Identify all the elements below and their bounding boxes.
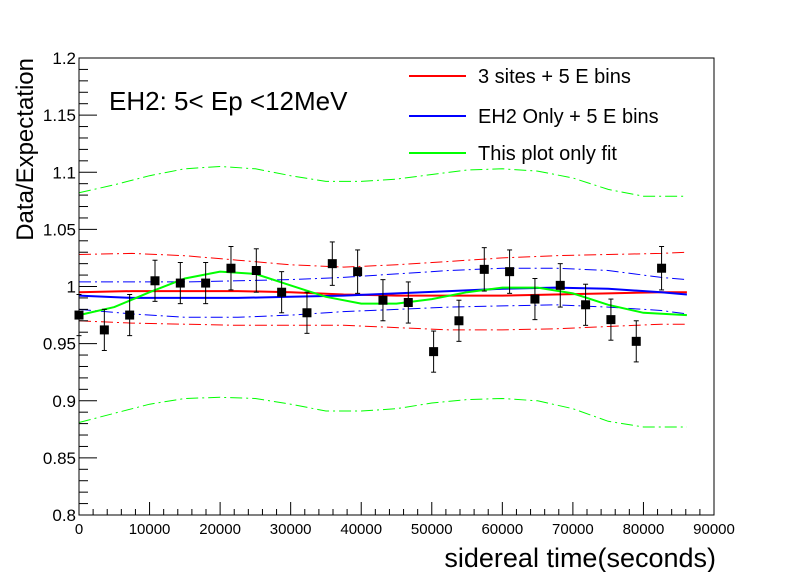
- data-point-17: [505, 249, 515, 294]
- marker: [175, 278, 185, 288]
- data-point-4: [175, 262, 185, 305]
- chart-title: EH2: 5< Ep <12MeV: [109, 86, 348, 116]
- series-line-1: [78, 286, 687, 299]
- legend: 3 sites + 5 E bins EH2 Only + 5 E bins Thi…: [409, 66, 659, 165]
- data-points: [74, 241, 667, 373]
- band-0-lower: [78, 320, 687, 331]
- marker: [581, 300, 591, 310]
- marker: [530, 294, 540, 304]
- x-tick-label: 60000: [481, 521, 523, 538]
- x-tick-label: 30000: [270, 521, 312, 538]
- data-point-18: [530, 278, 540, 321]
- marker: [631, 336, 641, 346]
- data-point-19: [555, 263, 565, 308]
- marker: [302, 308, 312, 318]
- data-point-23: [657, 246, 667, 291]
- x-tick-label: 0: [75, 521, 83, 538]
- x-axis-label: sidereal time(seconds): [444, 543, 716, 572]
- marker: [479, 264, 489, 274]
- data-point-16: [479, 247, 489, 292]
- x-tick-label: 20000: [199, 521, 241, 538]
- band-2-upper: [78, 165, 687, 197]
- y-tick-label: 0.9: [52, 392, 76, 411]
- marker: [125, 310, 135, 320]
- y-axis-label: Data/Expectation: [12, 58, 39, 241]
- band-2-lower: [78, 396, 687, 428]
- marker: [201, 278, 211, 288]
- data-point-5: [201, 262, 211, 305]
- marker: [657, 263, 667, 273]
- data-point-22: [631, 320, 641, 363]
- data-point-1: [99, 308, 109, 351]
- band-1-lower: [78, 304, 687, 318]
- data-point-9: [302, 291, 312, 334]
- marker: [226, 263, 236, 273]
- y-tick-label: 1.1: [52, 163, 76, 182]
- y-tick-label: 1.15: [43, 106, 76, 125]
- marker: [555, 280, 565, 290]
- marker: [150, 276, 160, 286]
- axes: 0 10000 20000 30000 40000 50000 60000 70000 8000…: [43, 49, 735, 538]
- x-tick-label: 50000: [411, 521, 453, 538]
- data-point-8: [277, 271, 287, 314]
- y-tick-label: 1.05: [43, 220, 76, 239]
- data-point-12: [378, 279, 388, 322]
- y-tick-label: 0.8: [52, 506, 76, 525]
- data-point-6: [226, 246, 236, 291]
- marker: [378, 295, 388, 305]
- marker: [327, 259, 337, 269]
- legend-label: This plot only fit: [478, 143, 617, 165]
- data-point-15: [454, 299, 464, 342]
- data-point-14: [429, 330, 439, 373]
- x-tick-label: 70000: [552, 521, 594, 538]
- data-point-20: [581, 283, 591, 326]
- y-tick-label: 1.2: [52, 49, 76, 68]
- legend-entry-1: EH2 Only + 5 E bins: [409, 106, 659, 128]
- marker: [403, 297, 413, 307]
- legend-entry-2: This plot only fit: [409, 143, 617, 165]
- data-point-2: [125, 293, 135, 337]
- legend-label: EH2 Only + 5 E bins: [478, 106, 659, 128]
- y-tick-label: 1: [67, 278, 76, 297]
- legend-label: 3 sites + 5 E bins: [478, 66, 631, 88]
- data-point-3: [150, 259, 160, 302]
- data-point-13: [403, 281, 413, 324]
- y-tick-label: 0.95: [43, 335, 76, 354]
- marker: [251, 266, 261, 276]
- marker: [429, 347, 439, 357]
- marker: [606, 315, 616, 325]
- x-tick-label: 80000: [623, 521, 665, 538]
- band-0-upper: [78, 251, 687, 268]
- data-point-10: [327, 241, 337, 286]
- marker: [353, 267, 363, 277]
- series-line-0: [78, 290, 687, 297]
- marker: [277, 287, 287, 297]
- data-point-11: [353, 249, 363, 294]
- y-tick-label: 0.85: [43, 449, 76, 468]
- legend-entry-0: 3 sites + 5 E bins: [409, 66, 631, 88]
- data-point-21: [606, 298, 616, 341]
- marker: [99, 325, 109, 335]
- marker: [454, 316, 464, 326]
- x-tick-label: 90000: [693, 521, 735, 538]
- marker: [505, 267, 515, 277]
- x-tick-label: 40000: [340, 521, 382, 538]
- x-tick-label: 10000: [129, 521, 171, 538]
- data-point-7: [251, 248, 261, 293]
